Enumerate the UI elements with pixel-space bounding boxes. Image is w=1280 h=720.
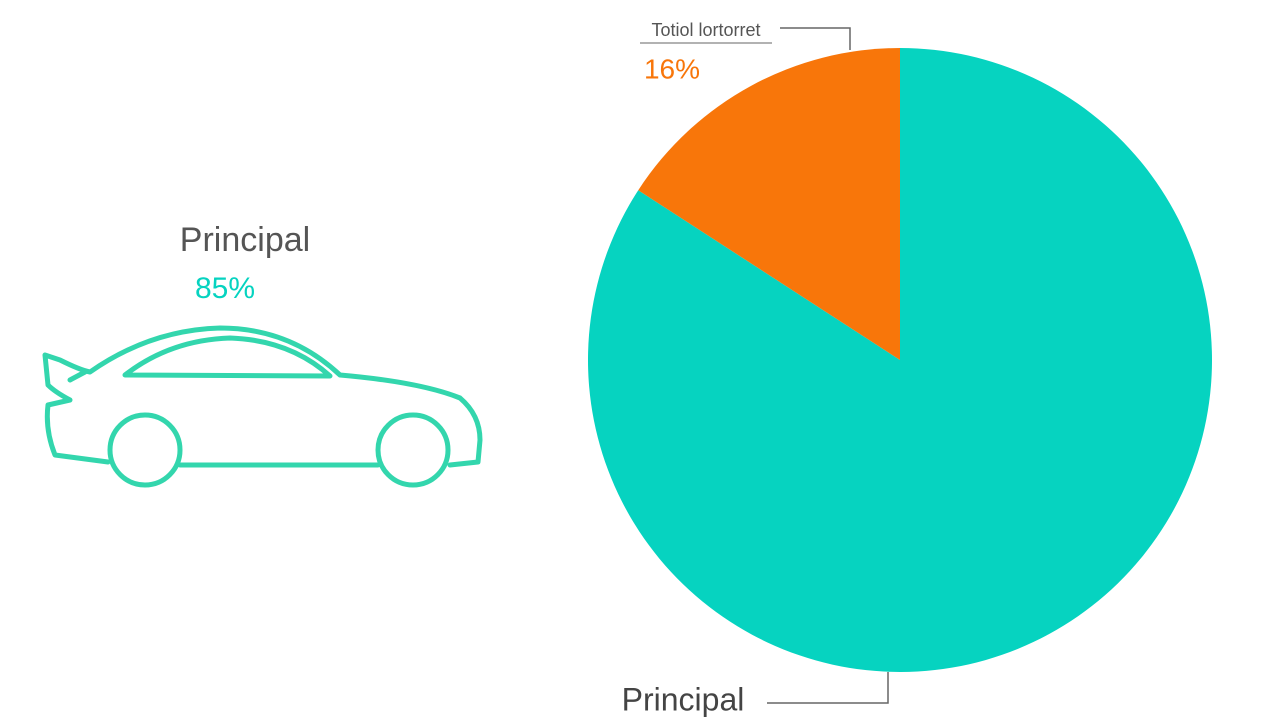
pie-slice xyxy=(638,48,900,360)
slice-label: Totiol lortorret xyxy=(651,20,760,40)
slice-label: Principal xyxy=(180,221,310,259)
slice-label: Principal xyxy=(622,681,745,717)
value-label: 85% xyxy=(195,272,255,305)
pie xyxy=(587,48,1212,672)
value-label: 16% xyxy=(644,53,700,84)
car-icon xyxy=(42,325,483,488)
leader-line xyxy=(767,672,889,704)
leader-line xyxy=(780,27,851,50)
